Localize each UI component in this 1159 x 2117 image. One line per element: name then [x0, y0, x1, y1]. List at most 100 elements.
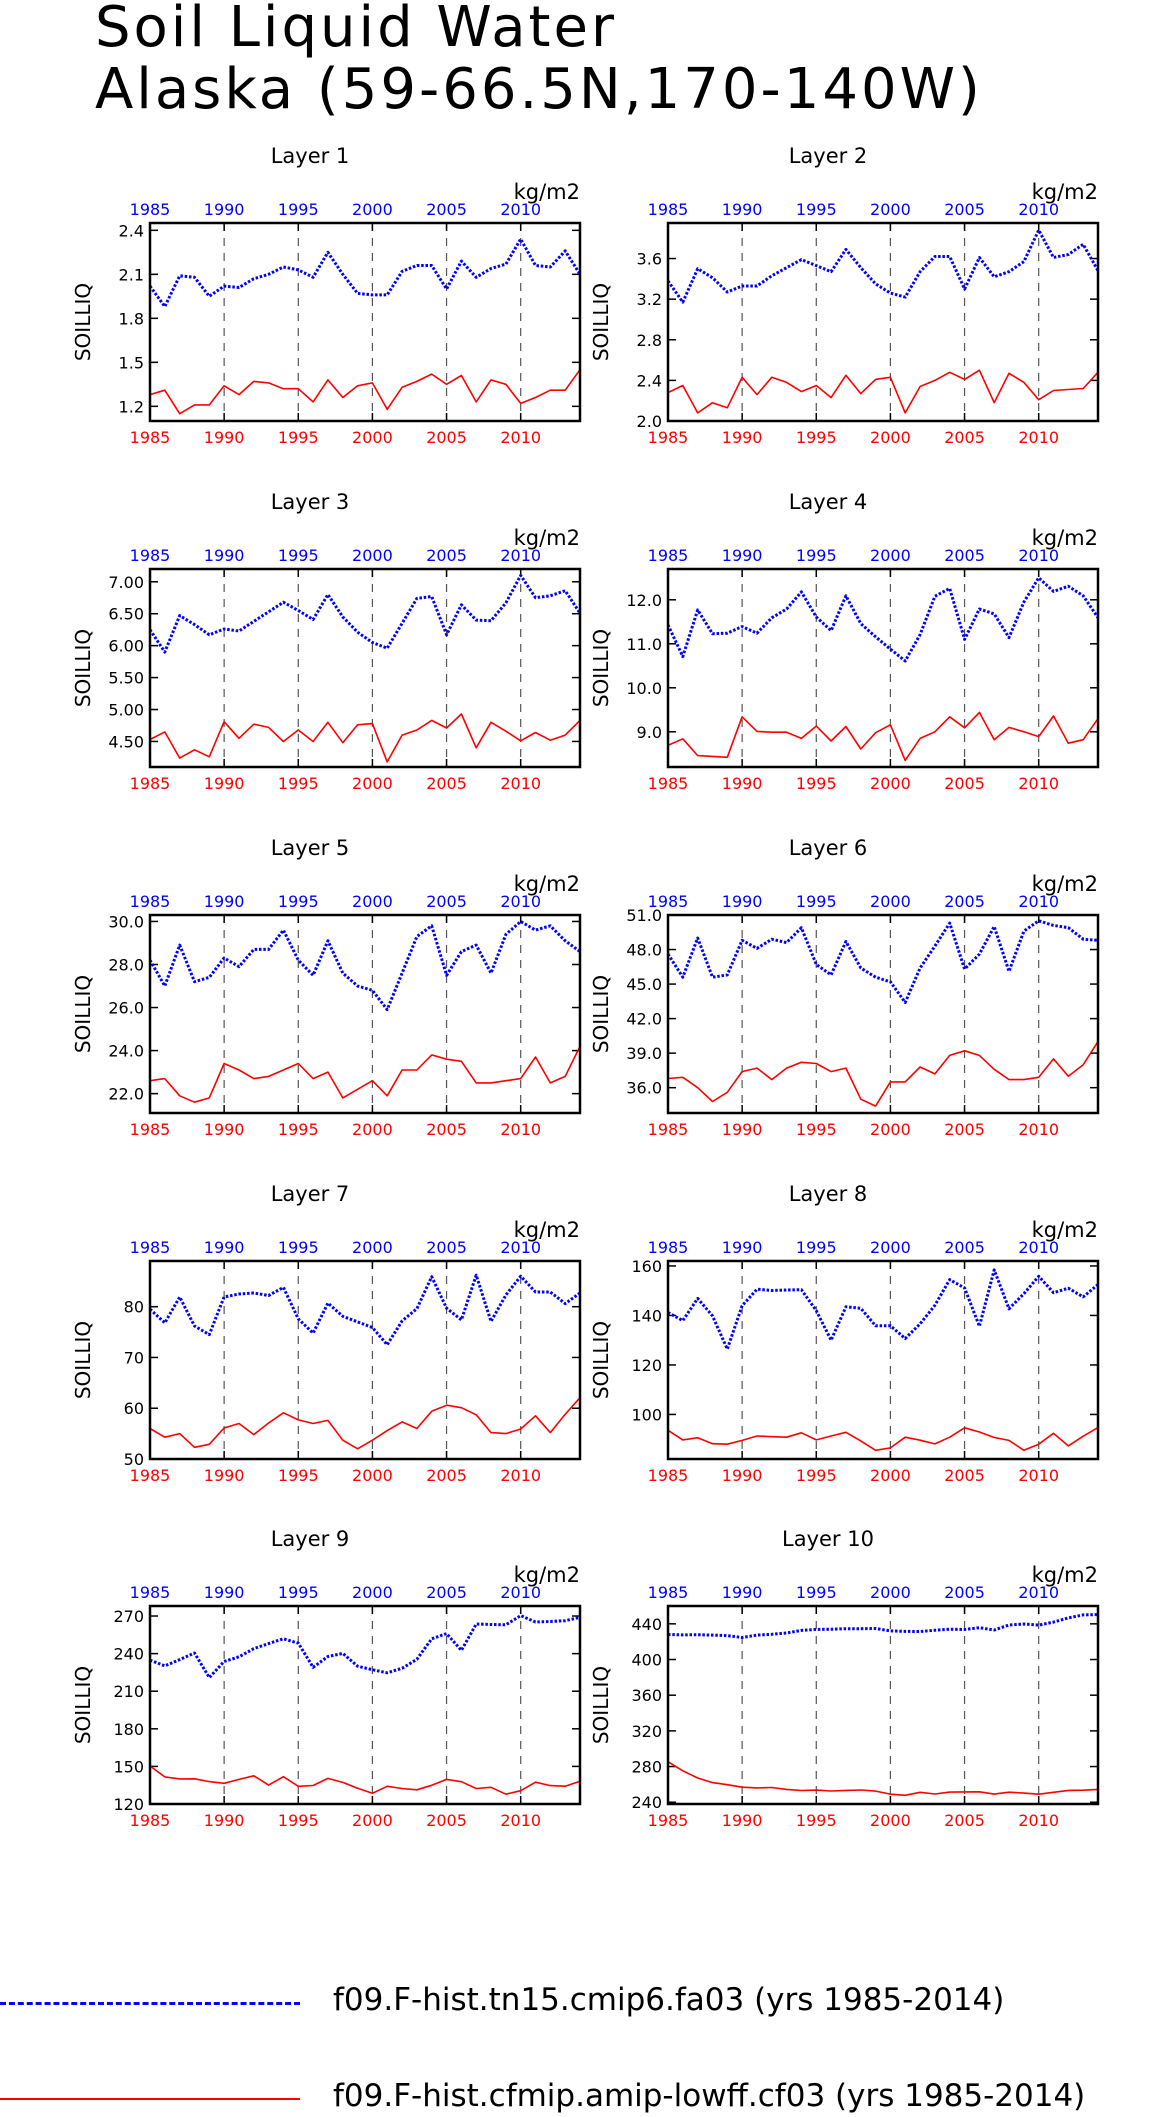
panel-4-ytick-label-0: 9.0	[637, 723, 662, 742]
panel-5-xtick-label-bottom-1985: 1985	[130, 1120, 171, 1139]
panel-4-xtick-label-top-1995: 1995	[796, 546, 837, 565]
panel-5-series-blue	[148, 920, 581, 1012]
panel-3-series-blue	[148, 573, 582, 654]
panel-3-xtick-label-bottom-2005: 2005	[426, 774, 467, 793]
panel-1-xtick-label-top-1990: 1990	[204, 200, 245, 219]
panel-5-xtick-label-bottom-2010: 2010	[500, 1120, 541, 1139]
panel-10-xtick-label-top-1990: 1990	[722, 1583, 763, 1602]
panel-7-ytick-label-3: 80	[124, 1298, 144, 1317]
panel-1-xtick-label-bottom-1985: 1985	[130, 428, 171, 447]
panel-4-ytick-label-1: 10.0	[626, 679, 662, 698]
panel-1-xtick-label-bottom-2000: 2000	[352, 428, 393, 447]
legend-red-label: f09.F-hist.cfmip.amip-lowff.cf03 (yrs 19…	[333, 2078, 1086, 2114]
panel-6-xtick-label-bottom-1985: 1985	[648, 1120, 689, 1139]
panel-4-ytick-label-3: 12.0	[626, 591, 662, 610]
panel-2-xtick-label-top-2000: 2000	[870, 200, 911, 219]
panel-10-series-red	[667, 1761, 1099, 1797]
panel-2-xtick-label-bottom-2010: 2010	[1018, 428, 1059, 447]
panel-10-xtick-label-top-2005: 2005	[944, 1583, 985, 1602]
panel-1-ytick-label-4: 2.4	[119, 221, 144, 240]
panel-10-ytick-label-5: 440	[631, 1615, 662, 1634]
panel-1-xtick-label-top-2000: 2000	[352, 200, 393, 219]
panel-title-8: Layer 8	[789, 1182, 868, 1206]
panel-3-ytick-label-3: 6.00	[108, 637, 144, 656]
panel-frame-5	[148, 913, 582, 1115]
panel-1-xtick-label-bottom-2010: 2010	[500, 428, 541, 447]
panel-frame-10	[666, 1604, 1100, 1806]
panel-6-ytick-label-2: 42.0	[626, 1010, 662, 1029]
chart-title-line1: Soil Liquid Water	[95, 0, 617, 60]
panel-7-series-blue	[148, 1273, 581, 1347]
panel-1-series-blue	[148, 237, 582, 309]
panel-4-xtick-label-top-2010: 2010	[1018, 546, 1059, 565]
panel-4-series-blue	[666, 576, 1100, 663]
panel-ylabel-9: SOILLIQ	[71, 1666, 95, 1744]
panel-7-xtick-label-bottom-2000: 2000	[352, 1466, 393, 1485]
panel-5-xtick-label-bottom-2005: 2005	[426, 1120, 467, 1139]
panel-7-ytick-label-2: 70	[124, 1348, 144, 1367]
panel-5-xtick-label-top-1990: 1990	[204, 892, 245, 911]
panel-5-xtick-label-top-1985: 1985	[130, 892, 171, 911]
panel-9-xtick-label-bottom-1990: 1990	[204, 1811, 245, 1830]
panel-title-9: Layer 9	[271, 1527, 350, 1551]
panel-1-xtick-label-bottom-1995: 1995	[278, 428, 319, 447]
panel-7-ytick-label-0: 50	[124, 1450, 144, 1469]
panel-9-ytick-label-4: 240	[113, 1645, 144, 1664]
panel-4-series-red	[667, 711, 1099, 762]
panel-3-xtick-label-bottom-2010: 2010	[500, 774, 541, 793]
panel-title-2: Layer 2	[789, 144, 868, 168]
panel-units-3: kg/m2	[514, 526, 580, 550]
panel-10-xtick-label-top-1985: 1985	[648, 1583, 689, 1602]
panel-6-xtick-label-top-2000: 2000	[870, 892, 911, 911]
panel-10-xtick-label-top-2010: 2010	[1018, 1583, 1059, 1602]
panel-title-6: Layer 6	[789, 836, 868, 860]
panel-6-ytick-label-5: 51.0	[626, 906, 662, 925]
panel-1-xtick-label-top-2010: 2010	[500, 200, 541, 219]
panel-6-xtick-label-top-1990: 1990	[722, 892, 763, 911]
chart-title-line2: Alaska (59-66.5N,170-140W)	[95, 57, 983, 122]
panel-7-ytick-label-1: 60	[124, 1399, 144, 1418]
panel-5-series-red	[149, 1045, 581, 1103]
panel-units-6: kg/m2	[1032, 872, 1098, 896]
panel-9-ytick-label-2: 180	[113, 1720, 144, 1739]
panel-2-ytick-label-2: 2.8	[637, 331, 662, 350]
panel-9-xtick-label-bottom-2000: 2000	[352, 1811, 393, 1830]
panel-2-xtick-label-bottom-1990: 1990	[722, 428, 763, 447]
panel-title-4: Layer 4	[789, 490, 868, 514]
panel-9-xtick-label-top-2010: 2010	[500, 1583, 541, 1602]
panel-1-series-red	[149, 369, 581, 415]
panel-4-xtick-label-bottom-1985: 1985	[648, 774, 689, 793]
panel-5-xtick-label-bottom-1995: 1995	[278, 1120, 319, 1139]
panel-10-xtick-label-top-2000: 2000	[870, 1583, 911, 1602]
panel-7-xtick-label-bottom-2010: 2010	[500, 1466, 541, 1485]
panel-3-xtick-label-top-1995: 1995	[278, 546, 319, 565]
panel-2-xtick-label-top-2010: 2010	[1018, 200, 1059, 219]
panel-title-1: Layer 1	[271, 144, 350, 168]
panel-3-ytick-label-5: 7.00	[108, 573, 144, 592]
panel-ylabel-7: SOILLIQ	[71, 1321, 95, 1399]
panel-7-xtick-label-top-2000: 2000	[352, 1238, 393, 1257]
panel-2-xtick-label-bottom-2005: 2005	[944, 428, 985, 447]
panel-units-2: kg/m2	[1032, 180, 1098, 204]
panel-10-ytick-label-4: 400	[631, 1651, 662, 1670]
panel-frame-4	[666, 567, 1100, 769]
panel-4-ytick-label-2: 11.0	[626, 635, 662, 654]
panel-10-xtick-label-bottom-2005: 2005	[944, 1811, 985, 1830]
panel-2-xtick-label-top-1985: 1985	[648, 200, 689, 219]
panel-ylabel-3: SOILLIQ	[71, 629, 95, 707]
panel-9-xtick-label-bottom-1995: 1995	[278, 1811, 319, 1830]
panel-1-xtick-label-bottom-1990: 1990	[204, 428, 245, 447]
panel-10-ytick-label-1: 280	[631, 1758, 662, 1777]
panel-8-xtick-label-bottom-1990: 1990	[722, 1466, 763, 1485]
panel-4-xtick-label-top-1990: 1990	[722, 546, 763, 565]
panel-8-series-red	[667, 1426, 1099, 1452]
panel-ylabel-1: SOILLIQ	[71, 283, 95, 361]
panel-4-xtick-label-bottom-1990: 1990	[722, 774, 763, 793]
panel-7-xtick-label-bottom-2005: 2005	[426, 1466, 467, 1485]
panel-8-xtick-label-top-2005: 2005	[944, 1238, 985, 1257]
panel-10-xtick-label-top-1995: 1995	[796, 1583, 837, 1602]
panel-6-xtick-label-top-1985: 1985	[648, 892, 689, 911]
panel-units-10: kg/m2	[1032, 1563, 1098, 1587]
panel-5-xtick-label-top-1995: 1995	[278, 892, 319, 911]
